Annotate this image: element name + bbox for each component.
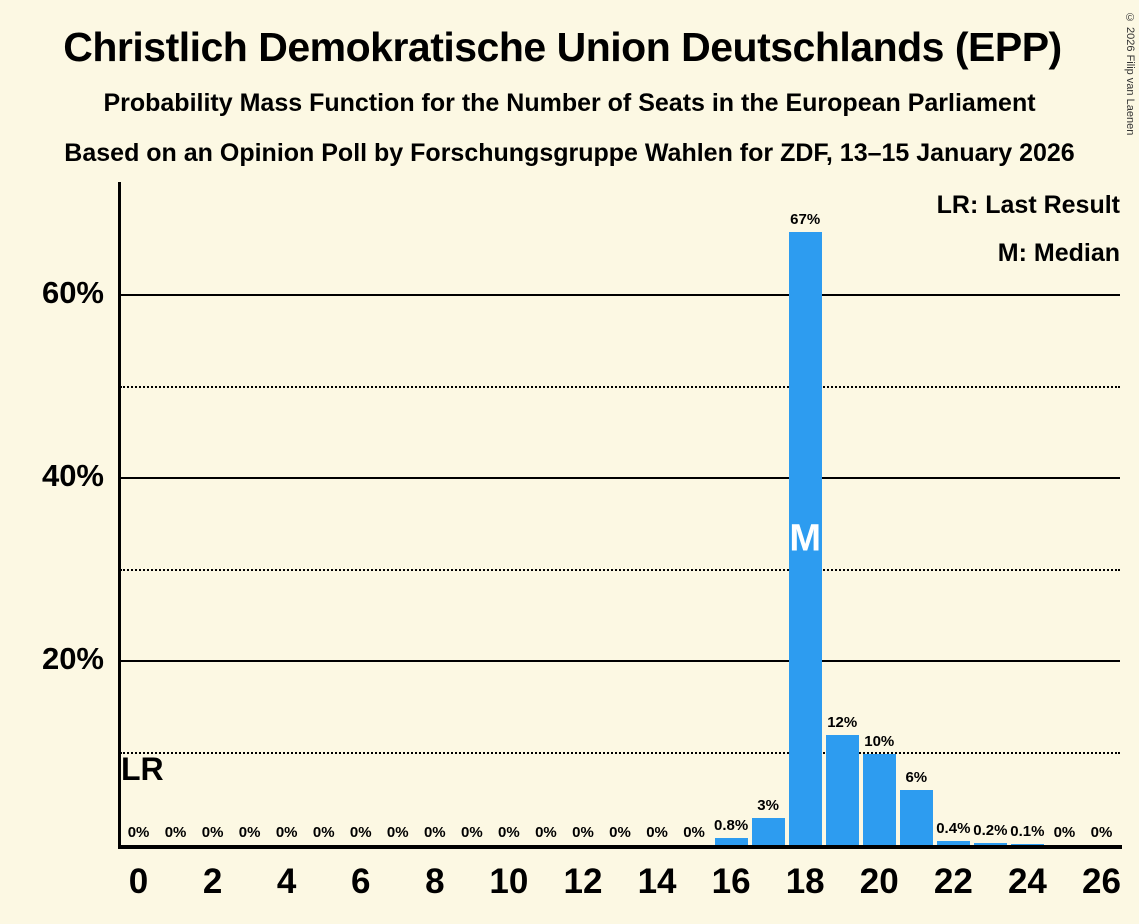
gridline-40pct [120, 477, 1120, 480]
x-axis-label-16: 16 [711, 862, 751, 901]
bar-value-label-7: 0% [386, 824, 409, 841]
x-axis-label-6: 6 [351, 862, 371, 901]
gridline-50pct [120, 385, 1120, 388]
x-axis-label-2: 2 [202, 862, 223, 901]
x-axis-label-8: 8 [425, 862, 445, 901]
x-axis-label-24: 24 [1007, 862, 1047, 901]
bar-value-label-11: 0% [535, 824, 557, 841]
x-axis-line [118, 845, 1122, 849]
x-axis-label-14: 14 [637, 862, 677, 901]
copyright-notice: © 2026 Filip van Laenen [1124, 12, 1136, 136]
gridline-10pct [120, 751, 1120, 754]
bar-value-label-21: 6% [905, 769, 928, 787]
bar-value-label-16: 0.8% [714, 816, 749, 834]
bar-seat-23 [973, 843, 1007, 845]
bar-value-label-24: 0.1% [1010, 823, 1045, 841]
gridline-20pct [120, 660, 1120, 663]
bar-value-label-22: 0.4% [936, 820, 971, 838]
bar-value-label-4: 0% [275, 824, 298, 841]
bar-value-label-17: 3% [757, 796, 779, 814]
bar-value-label-19: 12% [827, 714, 858, 732]
x-axis-label-12: 12 [563, 862, 603, 901]
bar-value-label-15: 0% [683, 824, 705, 841]
bar-seat-24 [1010, 844, 1044, 845]
x-axis-label-18: 18 [785, 862, 825, 901]
gridline-30pct [120, 568, 1120, 571]
x-axis-label-20: 20 [859, 862, 899, 901]
legend: LR: Last Result M: Median [937, 181, 1120, 277]
x-axis-label-26: 26 [1082, 862, 1121, 901]
bar-value-label-12: 0% [572, 824, 594, 841]
bar-value-label-6: 0% [349, 824, 372, 841]
bar-value-label-26: 0% [1090, 824, 1113, 841]
bar-seat-17 [751, 817, 785, 845]
bar-value-label-14: 0% [646, 824, 668, 841]
bar-seat-16 [714, 837, 748, 845]
median-marker: M [789, 517, 821, 560]
bar-value-label-8: 0% [423, 824, 446, 841]
bar-value-label-3: 0% [238, 824, 261, 841]
bar-value-label-20: 10% [864, 732, 895, 750]
bar-seat-21 [899, 790, 933, 845]
bar-value-label-23: 0.2% [973, 822, 1008, 840]
chart-source-line: Based on an Opinion Poll by Forschungsgr… [64, 139, 1075, 167]
bar-seat-22 [936, 841, 970, 845]
x-axis-label-22: 22 [933, 862, 973, 901]
last-result-marker: LR [121, 751, 164, 787]
y-axis-label-40: 40% [41, 458, 104, 494]
bar-value-label-5: 0% [312, 824, 335, 841]
x-axis-label-10: 10 [489, 862, 529, 901]
bar-value-label-13: 0% [609, 824, 631, 841]
chart-title: Christlich Demokratische Union Deutschla… [63, 24, 1062, 70]
x-axis-label-4: 4 [276, 862, 297, 901]
bar-value-label-9: 0% [461, 824, 483, 841]
y-axis-line [118, 182, 121, 849]
y-axis-label-20: 20% [41, 641, 104, 677]
legend-median: M: Median [997, 239, 1120, 267]
bar-value-label-1: 0% [164, 824, 187, 841]
bar-seat-18: M [788, 232, 822, 845]
bar-value-label-25: 0% [1053, 824, 1076, 841]
y-axis-label-60: 60% [41, 275, 104, 311]
x-axis-label-0: 0 [128, 862, 149, 901]
gridline-60pct [120, 294, 1120, 297]
bar-value-label-0: 0% [127, 824, 150, 841]
bar-value-label-2: 0% [201, 824, 224, 841]
bar-value-label-18: 67% [790, 211, 821, 229]
bar-seat-19 [825, 735, 859, 845]
bar-seat-20 [862, 753, 896, 845]
bar-value-label-10: 0% [498, 824, 520, 841]
chart-subtitle: Probability Mass Function for the Number… [103, 89, 1036, 117]
legend-last-result: LR: Last Result [936, 191, 1120, 219]
plot-area: 0% 0% 0% 0% 0% 0% 0% 0% 0% 0% 0% 0% 0% 0% 0% 0% 0.8% 3% M 6… [120, 182, 1120, 845]
